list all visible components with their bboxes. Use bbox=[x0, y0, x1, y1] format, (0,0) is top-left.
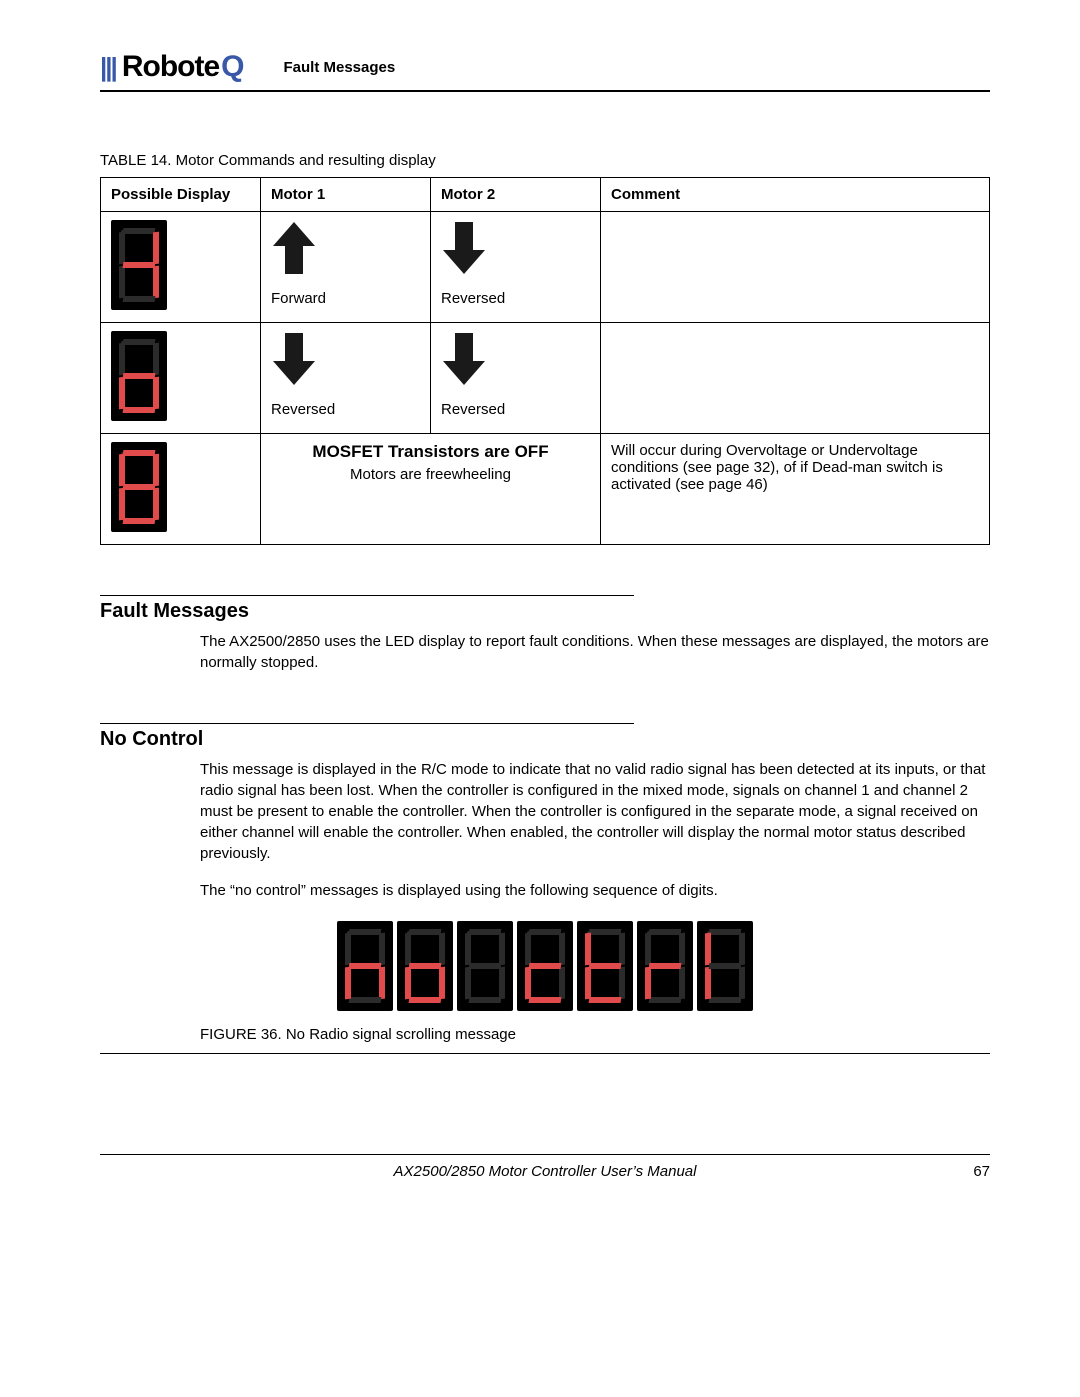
cell-comment bbox=[601, 323, 990, 434]
seven-segment-icon bbox=[577, 921, 633, 1011]
mosfet-title: MOSFET Transistors are OFF bbox=[271, 442, 590, 462]
th-motor2: Motor 2 bbox=[431, 178, 601, 212]
footer-page-number: 67 bbox=[973, 1163, 990, 1180]
seven-segment-icon bbox=[397, 921, 453, 1011]
arrow-down-icon bbox=[271, 331, 317, 387]
seven-segment-icon bbox=[457, 921, 513, 1011]
cell-comment bbox=[601, 212, 990, 323]
seven-segment-icon bbox=[337, 921, 393, 1011]
table-row: Reversed Reversed bbox=[101, 323, 990, 434]
header-section-label: Fault Messages bbox=[284, 59, 396, 76]
footer-title: AX2500/2850 Motor Controller User’s Manu… bbox=[394, 1163, 697, 1180]
th-display: Possible Display bbox=[101, 178, 261, 212]
cell-motor1: Forward bbox=[261, 212, 431, 323]
cell-display bbox=[101, 323, 261, 434]
motor1-label: Reversed bbox=[271, 401, 420, 418]
section-noctrl-title: No Control bbox=[100, 723, 634, 751]
section-noctrl-body: This message is displayed in the R/C mod… bbox=[200, 759, 990, 901]
th-motor1: Motor 1 bbox=[261, 178, 431, 212]
arrow-down-icon bbox=[441, 331, 487, 387]
logo-text-1: Robote bbox=[122, 50, 219, 84]
mosfet-subtitle: Motors are freewheeling bbox=[271, 466, 590, 483]
motor2-label: Reversed bbox=[441, 401, 590, 418]
table-row: MOSFET Transistors are OFF Motors are fr… bbox=[101, 434, 990, 545]
logo-text-2: Q bbox=[221, 50, 243, 84]
section-fault-body: The AX2500/2850 uses the LED display to … bbox=[200, 631, 990, 673]
seven-segment-icon bbox=[697, 921, 753, 1011]
figure-seg-row bbox=[100, 921, 990, 1016]
seven-segment-icon bbox=[637, 921, 693, 1011]
arrow-down-icon bbox=[441, 220, 487, 276]
cell-display bbox=[101, 212, 261, 323]
motor-table: Possible Display Motor 1 Motor 2 Comment… bbox=[100, 177, 990, 545]
cell-comment: Will occur during Overvoltage or Undervo… bbox=[601, 434, 990, 545]
page-header: ||| Robote Q Fault Messages bbox=[100, 50, 990, 92]
table-caption: TABLE 14. Motor Commands and resulting d… bbox=[100, 152, 990, 169]
noctrl-paragraph-1: This message is displayed in the R/C mod… bbox=[200, 759, 990, 864]
logo: ||| Robote Q bbox=[100, 50, 244, 84]
cell-motor1: Reversed bbox=[261, 323, 431, 434]
arrow-up-icon bbox=[271, 220, 317, 276]
seven-segment-icon bbox=[111, 220, 167, 310]
seven-segment-icon bbox=[111, 331, 167, 421]
table-header-row: Possible Display Motor 1 Motor 2 Comment bbox=[101, 178, 990, 212]
th-comment: Comment bbox=[601, 178, 990, 212]
table-row: Forward Reversed bbox=[101, 212, 990, 323]
figure-rule bbox=[100, 1053, 990, 1054]
figure-caption: FIGURE 36. No Radio signal scrolling mes… bbox=[200, 1026, 990, 1043]
seven-segment-icon bbox=[517, 921, 573, 1011]
page-footer: AX2500/2850 Motor Controller User’s Manu… bbox=[100, 1154, 990, 1180]
cell-display bbox=[101, 434, 261, 545]
motor1-label: Forward bbox=[271, 290, 420, 307]
cell-motor2: Reversed bbox=[431, 323, 601, 434]
noctrl-paragraph-2: The “no control” messages is displayed u… bbox=[200, 880, 990, 901]
section-fault-title: Fault Messages bbox=[100, 595, 634, 623]
seven-segment-icon bbox=[111, 442, 167, 532]
motor2-label: Reversed bbox=[441, 290, 590, 307]
cell-mosfet: MOSFET Transistors are OFF Motors are fr… bbox=[261, 434, 601, 545]
fault-paragraph: The AX2500/2850 uses the LED display to … bbox=[200, 631, 990, 673]
logo-bars-icon: ||| bbox=[100, 52, 116, 83]
cell-motor2: Reversed bbox=[431, 212, 601, 323]
